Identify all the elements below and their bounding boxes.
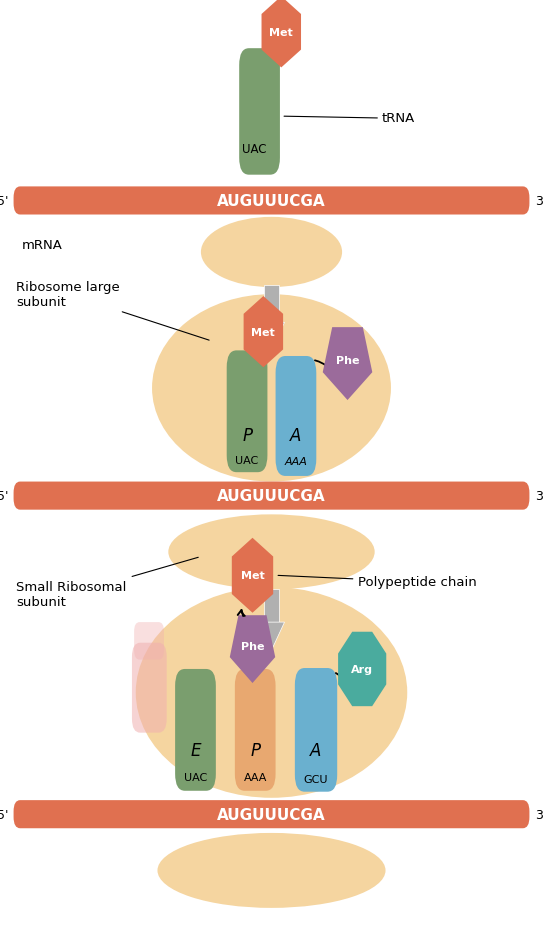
FancyBboxPatch shape [14, 187, 529, 215]
FancyBboxPatch shape [134, 622, 164, 660]
FancyBboxPatch shape [276, 357, 316, 476]
Bar [264, 285, 279, 323]
Polygon shape [232, 538, 273, 613]
Text: GCU: GCU [304, 774, 329, 783]
Text: 5': 5' [0, 490, 8, 503]
Polygon shape [323, 328, 372, 401]
Text: 3': 3' [535, 195, 543, 208]
Text: Met: Met [251, 328, 275, 337]
Bar [264, 590, 279, 622]
Text: AUGUUUCGA: AUGUUUCGA [217, 807, 326, 822]
Polygon shape [244, 297, 283, 368]
Text: AAA: AAA [285, 457, 307, 466]
Text: Ribosome large
subunit: Ribosome large subunit [16, 281, 209, 341]
Text: P: P [242, 426, 252, 445]
Text: UAC: UAC [242, 143, 267, 156]
FancyBboxPatch shape [14, 800, 529, 828]
FancyBboxPatch shape [14, 482, 529, 510]
Text: P: P [250, 741, 260, 760]
Polygon shape [258, 323, 285, 351]
Text: Small Ribosomal
subunit: Small Ribosomal subunit [16, 558, 198, 608]
FancyBboxPatch shape [175, 669, 216, 791]
Ellipse shape [136, 588, 407, 797]
Text: Met: Met [241, 571, 264, 580]
Text: Met: Met [269, 28, 293, 37]
Ellipse shape [201, 218, 342, 288]
Text: tRNA: tRNA [381, 112, 414, 125]
Ellipse shape [152, 295, 391, 482]
FancyBboxPatch shape [132, 643, 167, 733]
Text: 5': 5' [0, 808, 8, 821]
Text: Phe: Phe [241, 641, 264, 651]
Text: Phe: Phe [336, 356, 359, 365]
Polygon shape [230, 616, 275, 683]
Polygon shape [338, 632, 386, 707]
FancyBboxPatch shape [235, 669, 275, 791]
Text: UAC: UAC [184, 772, 207, 782]
Text: 3': 3' [535, 490, 543, 503]
Text: 5': 5' [0, 195, 8, 208]
Text: UAC: UAC [236, 456, 258, 465]
Ellipse shape [157, 833, 386, 908]
Text: AAA: AAA [243, 772, 267, 782]
Text: 3': 3' [535, 808, 543, 821]
Text: AUGUUUCGA: AUGUUUCGA [217, 489, 326, 504]
Text: A: A [291, 426, 301, 445]
Text: Polypeptide chain: Polypeptide chain [278, 576, 477, 589]
Ellipse shape [168, 515, 375, 590]
Polygon shape [258, 622, 285, 651]
Text: Arg: Arg [351, 665, 373, 674]
FancyBboxPatch shape [295, 668, 337, 792]
FancyBboxPatch shape [227, 351, 268, 473]
Text: AUGUUUCGA: AUGUUUCGA [217, 194, 326, 209]
Text: A: A [311, 741, 321, 760]
FancyBboxPatch shape [239, 50, 280, 176]
Text: E: E [190, 741, 201, 760]
Polygon shape [262, 0, 301, 68]
Text: mRNA: mRNA [22, 239, 62, 252]
